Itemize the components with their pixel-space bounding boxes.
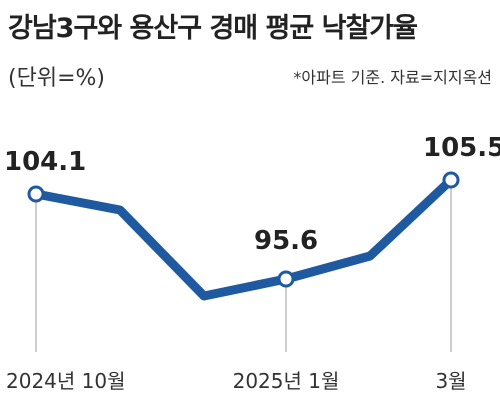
source-note: *아파트 기준. 자료=지지옥션 — [293, 68, 492, 87]
series-line — [31, 175, 456, 301]
data-label-2: 105.5 — [423, 133, 500, 163]
data-label-1: 95.6 — [254, 226, 318, 256]
x-tick-label-1: 2025년 1월 — [233, 369, 340, 393]
unit-label: (단위=%) — [8, 66, 105, 91]
data-point-marker-2 — [442, 171, 460, 189]
x-tick-label-0: 2024년 10월 — [6, 369, 126, 393]
data-label-0: 104.1 — [4, 147, 86, 177]
data-point-marker-0 — [27, 185, 45, 203]
chart-title: 강남3구와 용산구 경매 평균 낙찰가율 — [8, 13, 418, 44]
x-tick-label-2: 3월 — [435, 369, 466, 393]
data-point-marker-1 — [277, 270, 295, 288]
